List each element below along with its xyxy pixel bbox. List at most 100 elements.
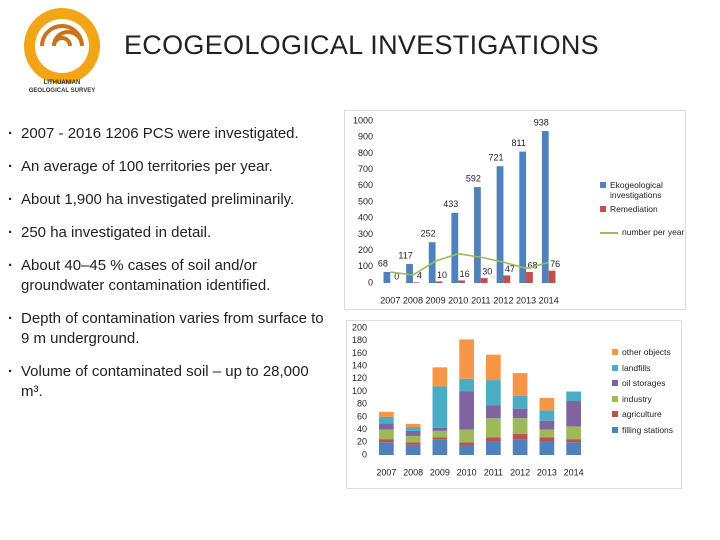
data-label: 592 <box>466 173 481 183</box>
bar <box>406 264 413 283</box>
bullet: 250 ha investigated in detail. <box>6 223 324 243</box>
legend-item: oil storages <box>612 378 682 388</box>
legend-item: landfills <box>612 363 682 373</box>
x-tick-label: 2008 <box>403 295 423 305</box>
bar-segment <box>486 441 501 455</box>
bar-segment <box>405 442 421 445</box>
y-tick-label: 20 <box>357 437 367 447</box>
bar-segment <box>459 442 474 446</box>
bar-segment <box>432 367 448 387</box>
legend-label: filling stations <box>622 424 674 435</box>
bar-segment <box>432 386 448 428</box>
legend-swatch <box>612 411 618 417</box>
bar-segment <box>566 426 581 440</box>
bar-segment <box>539 410 555 421</box>
x-tick-label: 2011 <box>471 295 490 305</box>
legend-swatch <box>612 380 618 386</box>
bar-segment <box>539 441 555 455</box>
bar-segment <box>379 411 394 417</box>
y-tick-label: 140 <box>352 360 367 370</box>
bar-segment <box>459 429 474 443</box>
legend-swatch <box>612 349 618 355</box>
data-label: 30 <box>482 267 492 277</box>
bar-segment <box>405 435 421 443</box>
legend-item: industry <box>612 394 682 404</box>
logo-caption: GEOLOGICAL SURVEY <box>28 88 96 94</box>
legend-item: number per year <box>600 227 686 237</box>
bar-segment <box>486 405 501 419</box>
logo-caption: LITHUANIAN <box>43 80 81 86</box>
bar-segment <box>566 391 581 402</box>
x-tick-label: 2014 <box>564 467 584 477</box>
bar <box>548 270 556 283</box>
y-tick-label: 0 <box>368 277 373 287</box>
x-tick-label: 2010 <box>457 467 477 477</box>
legend-label: number per year <box>622 227 685 237</box>
data-label: 0 <box>394 271 399 281</box>
x-tick-label: 2007 <box>380 295 400 305</box>
x-tick-label: 2012 <box>510 467 530 477</box>
bar <box>474 187 481 283</box>
x-tick-label: 2013 <box>516 295 536 305</box>
bar <box>383 271 391 283</box>
legend-item: agriculture <box>612 409 682 419</box>
bar-segment <box>459 339 474 379</box>
bar-segment <box>486 418 501 438</box>
bar <box>451 212 459 283</box>
legend-label: industry <box>622 393 652 404</box>
bar-segment <box>405 430 421 436</box>
bar-segment <box>379 442 394 455</box>
legend-swatch <box>612 426 618 433</box>
y-tick-label: 200 <box>358 245 373 255</box>
legend-swatch <box>600 182 606 188</box>
bar <box>526 271 533 283</box>
logo <box>24 8 100 84</box>
y-tick-label: 400 <box>358 213 373 223</box>
data-label: 10 <box>437 270 447 280</box>
bar-segment <box>486 380 501 406</box>
bar <box>480 278 488 283</box>
legend-label: Ekogeological investigations <box>610 180 663 200</box>
bullet: 2007 - 2016 1206 PCS were investigated. <box>6 124 324 144</box>
legend-item: other objects <box>612 347 682 357</box>
data-label: 721 <box>489 153 504 163</box>
x-tick-label: 2008 <box>403 467 423 477</box>
y-tick-label: 200 <box>352 322 367 332</box>
y-tick-label: 160 <box>352 348 367 358</box>
bar <box>435 281 443 283</box>
bullet: Depth of contamination varies from surfa… <box>6 309 324 349</box>
legend-item: Remediation <box>600 204 686 214</box>
legend-swatch <box>612 364 618 371</box>
bullet: About 40–45 % cases of soil and/or groun… <box>6 256 324 296</box>
bar-segment <box>432 437 448 440</box>
data-label: 252 <box>421 229 436 239</box>
bar-segment <box>379 429 394 440</box>
bar-segment <box>539 397 555 411</box>
legend-item: filling stations <box>612 425 682 435</box>
bullet: An average of 100 territories per year. <box>6 157 324 177</box>
x-tick-label: 2010 <box>448 295 468 305</box>
data-label: 76 <box>550 259 560 269</box>
bar <box>458 280 465 283</box>
bar-segment <box>512 418 528 435</box>
bar-segment <box>459 391 474 430</box>
bullet-list: 2007 - 2016 1206 PCS were investigated. A… <box>6 124 324 415</box>
x-tick-label: 2009 <box>426 295 446 305</box>
bar-segment <box>566 401 581 427</box>
bar <box>496 166 504 283</box>
x-tick-label: 2014 <box>539 295 559 305</box>
line-series <box>390 252 549 276</box>
y-tick-label: 800 <box>358 148 373 158</box>
data-label: 4 <box>417 271 422 281</box>
y-tick-label: 500 <box>358 196 373 206</box>
y-tick-label: 100 <box>358 261 373 271</box>
bar-segment <box>539 420 555 430</box>
y-tick-label: 40 <box>357 424 367 434</box>
data-label: 938 <box>534 117 549 127</box>
bar-segment <box>379 416 394 424</box>
bar-segment <box>512 439 528 455</box>
bar <box>519 151 527 283</box>
x-tick-label: 2011 <box>484 467 503 477</box>
